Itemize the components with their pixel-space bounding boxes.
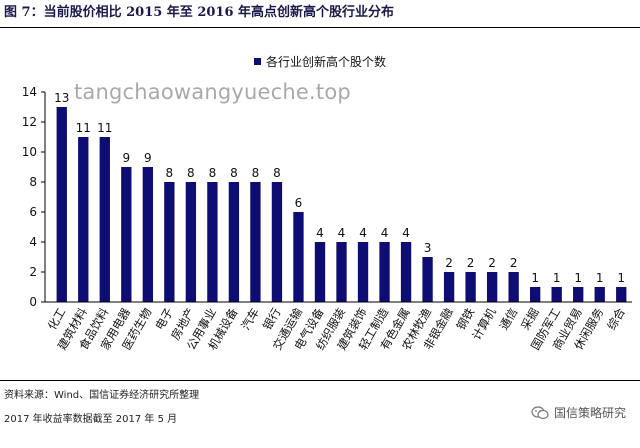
y-tick-label: 2: [29, 265, 37, 279]
bar-value-label: 1: [574, 271, 582, 285]
bar: [293, 212, 304, 302]
bar: [357, 242, 369, 302]
y-tick-label: 14: [22, 85, 37, 99]
bar: [336, 242, 347, 302]
bar-value-label: 1: [553, 271, 561, 285]
bar-value-label: 8: [252, 166, 260, 180]
bar-value-label: 9: [144, 151, 152, 165]
bar-value-label: 11: [76, 121, 91, 135]
bar-value-label: 3: [424, 241, 432, 255]
bar: [78, 137, 89, 302]
bar: [486, 272, 498, 302]
bar: [185, 182, 197, 302]
bar: [465, 272, 476, 302]
bar: [314, 242, 326, 302]
bar-value-label: 2: [510, 256, 518, 270]
legend-swatch: [254, 58, 261, 65]
chart-legend: 各行业创新高个股个数: [254, 54, 386, 69]
bar-value-label: 13: [54, 91, 69, 105]
bar: [207, 182, 218, 302]
legend-label: 各行业创新高个股个数: [266, 54, 386, 69]
bar-value-label: 8: [166, 166, 174, 180]
bar: [422, 257, 433, 302]
y-tick-label: 0: [29, 295, 37, 309]
bar: [594, 287, 605, 302]
wechat-icon: [531, 405, 549, 419]
bar: [443, 272, 455, 302]
bar: [56, 107, 67, 302]
bar: [271, 182, 283, 302]
source-note: 资料来源：Wind、国信证券经济研究所整理: [4, 390, 200, 401]
bar: [121, 167, 132, 302]
bar-value-label: 8: [187, 166, 195, 180]
bar-value-label: 2: [488, 256, 496, 270]
y-tick-label: 6: [29, 205, 37, 219]
bar: [250, 182, 261, 302]
bar-value-label: 4: [338, 226, 346, 240]
bar-value-label: 8: [273, 166, 281, 180]
bar: [573, 287, 584, 302]
bar-value-label: 1: [596, 271, 604, 285]
figure-title: 图 7：当前股价相比 2015 年至 2016 年高点创新高个股行业分布: [4, 5, 395, 20]
bar: [530, 287, 541, 302]
top-rule: [0, 27, 640, 28]
bar-value-label: 6: [295, 196, 303, 210]
bar-value-label: 8: [230, 166, 238, 180]
brand-label: 国信策略研究: [553, 406, 626, 420]
bar: [616, 287, 627, 302]
bar-value-label: 2: [467, 256, 475, 270]
category-label: 综合: [604, 305, 628, 332]
bar-value-label: 1: [617, 271, 625, 285]
y-tick-label: 12: [22, 115, 37, 129]
bar-value-label: 8: [209, 166, 217, 180]
bar-value-label: 4: [402, 226, 410, 240]
bar: [228, 182, 240, 302]
data-note: 2017 年收益率数据截至 2017 年 5 月: [4, 414, 178, 425]
bar-value-label: 2: [445, 256, 453, 270]
bar: [142, 167, 153, 302]
bars: [56, 107, 627, 302]
y-tick-label: 10: [22, 145, 37, 159]
category-labels: 化工建筑材料食品饮料家用电器医药生物电子房地产公用事业机械设备汽车银行交通运输电…: [45, 305, 628, 352]
bar-value-label: 4: [381, 226, 389, 240]
bar-value-label: 1: [531, 271, 539, 285]
bar: [508, 272, 519, 302]
bottom-rule: [0, 380, 640, 381]
bar: [551, 287, 562, 302]
brand-mark: 国信策略研究: [531, 404, 626, 421]
bar: [99, 137, 110, 302]
category-label: 汽车: [238, 306, 262, 333]
bar-value-label: 9: [122, 151, 130, 165]
y-tick-label: 8: [29, 175, 37, 189]
y-axis: 0 2 4 6 8 10 12 14: [22, 85, 46, 309]
y-tick-label: 4: [29, 235, 37, 249]
bar-value-label: 4: [316, 226, 324, 240]
bar: [164, 182, 175, 302]
bar-value-label: 4: [359, 226, 367, 240]
bar-value-label: 11: [97, 121, 112, 135]
bar: [379, 242, 390, 302]
category-label: 通信: [497, 306, 521, 333]
bar: [400, 242, 412, 302]
